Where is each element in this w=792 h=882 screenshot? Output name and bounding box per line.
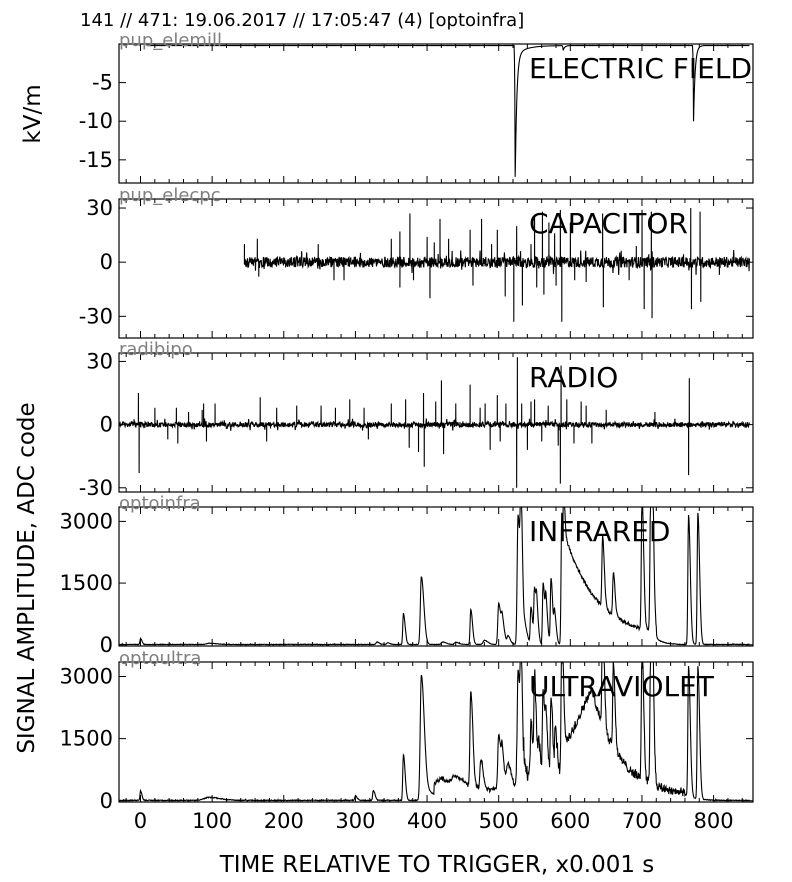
y-tick-label: -10 <box>79 109 113 133</box>
channel-name: pup_elecpc <box>119 185 221 206</box>
y-tick-label: 0 <box>100 413 113 437</box>
panel-frame <box>118 198 754 339</box>
y-tick-label: 0 <box>100 250 113 274</box>
panel-pup_elecpc: 30 0 -30 pup_elecpc CAPACITOR <box>79 185 754 339</box>
channel-name: optoultra <box>119 648 201 669</box>
x-tick-label: 700 <box>622 809 662 833</box>
x-tick-label: 200 <box>264 809 304 833</box>
x-tick-label: 300 <box>335 809 375 833</box>
y-tick-label: 30 <box>86 349 113 373</box>
y-tick-label: -15 <box>79 148 113 172</box>
x-tick-label: 800 <box>694 809 734 833</box>
panel-label: CAPACITOR <box>529 207 688 240</box>
series-line-optoultra <box>118 661 750 803</box>
y-tick-label: 1500 <box>60 727 113 751</box>
y-tick-label: -30 <box>79 304 113 328</box>
panel-frame <box>118 43 754 184</box>
panel-frame <box>118 661 754 803</box>
panel-label: ULTRAVIOLET <box>529 670 715 703</box>
y-tick-label: 30 <box>86 196 113 220</box>
channel-name: optoinfra <box>119 493 201 514</box>
figure-title: 141 // 471: 19.06.2017 // 17:05:47 (4) [… <box>80 10 524 31</box>
series-line-pup_elemill <box>147 44 750 177</box>
panel-optoultra: 3000 1500 0 optoultra ULTRAVIOLET <box>60 648 754 813</box>
panel-frame <box>118 506 754 647</box>
panel-optoinfra: 3000 1500 0 optoinfra INFRARED <box>60 493 754 657</box>
series-line-optoinfra <box>118 506 750 647</box>
y-tick-label: 0 <box>100 633 113 657</box>
y-axis-label-common: SIGNAL AMPLITUDE, ADC code <box>14 402 40 753</box>
y-tick-label: 0 <box>100 789 113 813</box>
y-axis-label-top: kV/m <box>20 84 46 143</box>
y-tick-label: 3000 <box>60 509 113 533</box>
x-tick-label: 500 <box>479 809 519 833</box>
x-axis-label: TIME RELATIVE TO TRIGGER, x0.001 s <box>219 852 655 878</box>
panel-pup_elemill: -5 -10 -15 pup_elemill ELECTRIC FIELD <box>79 30 754 184</box>
panel-label: ELECTRIC FIELD <box>529 52 752 85</box>
x-tick-label: 100 <box>192 809 232 833</box>
x-tick-label: 400 <box>407 809 447 833</box>
panel-label: INFRARED <box>529 515 671 548</box>
channel-name: pup_elemill <box>119 30 222 51</box>
channel-name: radibipo <box>119 339 193 360</box>
series-line-pup_elecpc <box>243 208 750 322</box>
x-tick-label: 600 <box>550 809 590 833</box>
y-tick-label: 1500 <box>60 571 113 595</box>
series-line-radibipo <box>118 357 750 488</box>
x-tick-label: 0 <box>134 809 147 833</box>
y-tick-label: 3000 <box>60 664 113 688</box>
y-tick-label: -30 <box>79 476 113 500</box>
y-tick-label: -5 <box>92 71 113 95</box>
panel-frame <box>118 352 754 493</box>
panel-label: RADIO <box>529 361 618 394</box>
panel-radibipo: 30 0 -30 radibipo RADIO <box>79 339 754 500</box>
